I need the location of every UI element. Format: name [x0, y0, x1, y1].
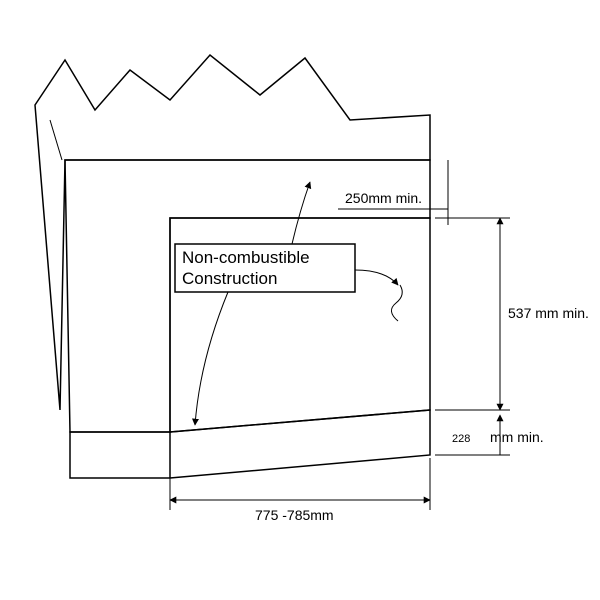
dim-h-text: 537 mm min. [508, 305, 589, 321]
dim-lc-value: 228 [452, 433, 470, 445]
dim-lc-unit: mm min. [490, 429, 544, 445]
squiggle-mark [391, 285, 402, 321]
inner-edge-1 [50, 120, 62, 160]
dim-top-text: 250mm min. [345, 190, 422, 206]
counter-front [70, 410, 430, 478]
broken-outline [35, 55, 430, 410]
installation-diagram: Non-combustible Construction 250mm min. … [0, 0, 600, 600]
label-line2: Construction [182, 269, 277, 288]
callout-arrow-right [355, 270, 398, 285]
label-line1: Non-combustible [182, 248, 310, 267]
dim-w-text: 775 -785mm [255, 507, 334, 523]
callout-arrow-down [195, 292, 228, 425]
callout-arrow-up [292, 182, 310, 244]
